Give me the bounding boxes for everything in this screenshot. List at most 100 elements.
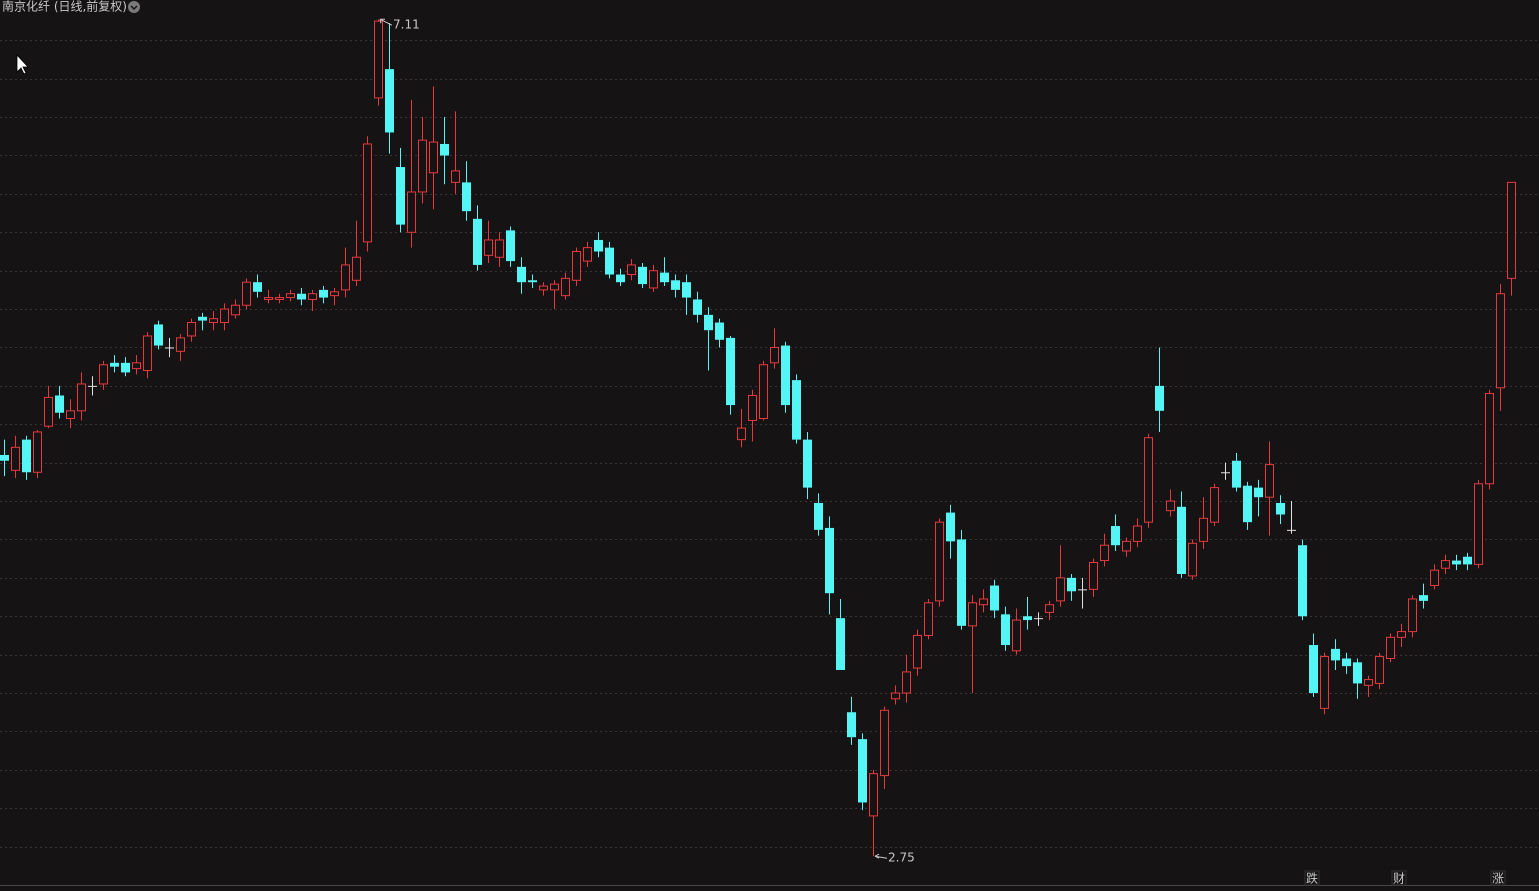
candle-body [352, 256, 361, 281]
candle-body [748, 394, 757, 421]
candle-body [1452, 560, 1461, 565]
candle-body [715, 322, 724, 340]
candle-body [990, 585, 999, 611]
candle-body [946, 512, 955, 542]
candle-body [385, 69, 394, 133]
candle-body [858, 739, 867, 803]
candle-body [1111, 526, 1120, 546]
candle-body [1441, 560, 1450, 569]
candle-body [341, 264, 350, 291]
candle-body [1056, 577, 1065, 602]
candle-body [1221, 472, 1230, 474]
candle-body [1430, 569, 1439, 587]
candle-body [495, 239, 504, 258]
annotation-arrow [379, 18, 393, 26]
candle-body [1265, 464, 1274, 498]
candle-body [440, 143, 449, 156]
candle-body [847, 712, 856, 738]
candle-body [319, 289, 328, 298]
candle-body [979, 598, 988, 606]
candle-body [726, 337, 735, 406]
candle-body [473, 218, 482, 265]
candle-body [1210, 487, 1219, 523]
candle-body [1232, 460, 1241, 488]
candle-body [506, 230, 515, 262]
candle-body [660, 272, 669, 283]
candle-body [44, 396, 53, 427]
candle-body [429, 141, 438, 174]
candle-body [737, 427, 746, 441]
candle-body [605, 247, 614, 275]
candle-body [77, 383, 86, 412]
candle-body [616, 274, 625, 283]
chart-title: 南京化纤 (日线,前复权) [2, 0, 127, 14]
candle-body [165, 347, 174, 349]
candle-body [594, 239, 603, 252]
candle-body [1034, 618, 1043, 620]
candle-body [308, 293, 317, 300]
candle-body [704, 314, 713, 331]
candle-body [22, 439, 31, 473]
candle-body [11, 446, 20, 471]
candle-body [209, 318, 218, 324]
candle-body [891, 692, 900, 700]
candle-body [110, 362, 119, 367]
candle-body [33, 431, 42, 473]
candle-body [363, 143, 372, 243]
candle-body [1276, 502, 1285, 515]
candle-body [1023, 616, 1032, 621]
badge[interactable]: 涨 [1492, 871, 1504, 886]
candle-body [297, 293, 306, 300]
candle-body [1298, 545, 1307, 617]
candle-body [627, 264, 636, 276]
candle-body [693, 299, 702, 315]
badge[interactable]: 财 [1393, 872, 1405, 886]
candle-body [396, 167, 405, 225]
candle-body [1496, 293, 1505, 389]
badge-box [1490, 870, 1506, 886]
candle-body [264, 297, 273, 300]
candle-body [1012, 619, 1021, 652]
candle-body [583, 247, 592, 262]
candle-body [825, 527, 834, 594]
candle-body [528, 280, 537, 283]
candle-body [242, 281, 251, 306]
candle-body [1463, 556, 1472, 565]
candle-body [957, 539, 966, 626]
candle-body [1133, 525, 1142, 542]
candle-body [1067, 577, 1076, 592]
candle-body [418, 139, 427, 193]
cursor [16, 53, 29, 75]
annotation-label: 7.11 [393, 18, 420, 32]
candle-body [1320, 656, 1329, 709]
candle-body [1287, 529, 1296, 531]
candle-body [517, 266, 526, 283]
badge-box [1391, 870, 1407, 886]
candle-body [803, 439, 812, 488]
candle-body [1122, 540, 1131, 552]
candle-body [176, 337, 185, 352]
candle-body [451, 170, 460, 183]
candle-body [682, 282, 691, 298]
candle-body [253, 282, 262, 292]
candle-body [1254, 487, 1263, 498]
candle-body [1342, 658, 1351, 667]
candle-body [924, 602, 933, 636]
candle-body [671, 280, 680, 290]
badge[interactable]: 跌 [1306, 871, 1318, 886]
candle-body [550, 283, 559, 291]
candle-body [836, 618, 845, 670]
candle-body [638, 266, 647, 285]
candle-body [1166, 500, 1175, 512]
candle-body [484, 239, 493, 256]
candle-body [1089, 561, 1098, 590]
candle-body [561, 277, 570, 297]
candle-body [572, 250, 581, 281]
candle-body [99, 364, 108, 385]
candle-body [1331, 648, 1340, 661]
candle-body [814, 502, 823, 530]
menu-icon[interactable] [128, 1, 140, 13]
